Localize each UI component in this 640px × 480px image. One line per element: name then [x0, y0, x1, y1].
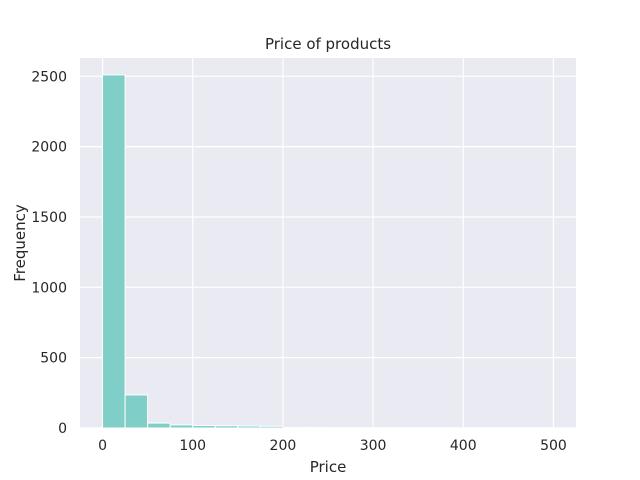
histogram-bar — [192, 424, 216, 429]
x-tick-label: 200 — [270, 438, 297, 454]
chart-title: Price of products — [265, 35, 391, 53]
histogram-bar — [214, 425, 239, 429]
x-tick-label: 500 — [540, 438, 567, 454]
y-tick-label: 1000 — [31, 280, 67, 296]
histogram-bar — [124, 394, 149, 429]
x-tick-label: 400 — [450, 438, 477, 454]
x-tick-label: 100 — [179, 438, 206, 454]
y-axis-label: Frequency — [11, 204, 29, 282]
y-tick-label: 1500 — [31, 210, 67, 226]
y-tick-label: 0 — [58, 421, 67, 437]
histogram-bar — [169, 424, 194, 429]
histogram-bar — [102, 74, 126, 429]
plot-area — [80, 58, 576, 428]
bars — [102, 74, 554, 429]
x-tick-label: 300 — [360, 438, 387, 454]
histogram-bar — [147, 422, 171, 429]
histogram-bar — [237, 425, 261, 429]
x-axis-ticks: 0 100 200 300 400 500 — [98, 438, 567, 454]
x-tick-label: 0 — [98, 438, 107, 454]
x-axis-label: Price — [310, 458, 347, 476]
y-tick-label: 2000 — [31, 140, 67, 156]
y-tick-label: 2500 — [31, 69, 67, 85]
histogram-bar — [259, 425, 284, 429]
y-axis-ticks: 0 500 1000 1500 2000 2500 — [31, 69, 67, 437]
y-tick-label: 500 — [40, 351, 67, 367]
